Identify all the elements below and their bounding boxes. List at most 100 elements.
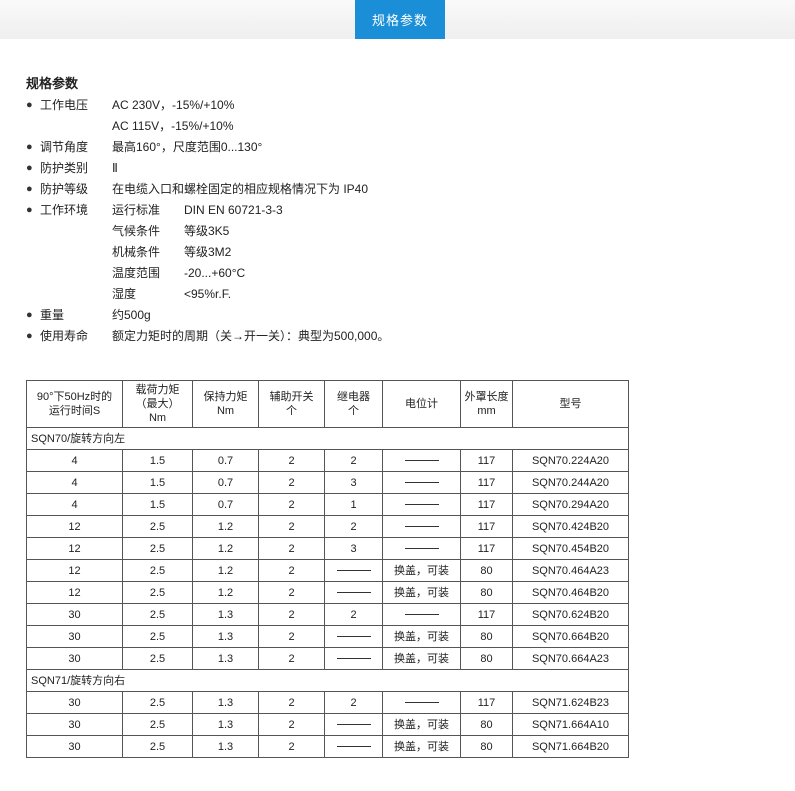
table-cell: SQN70.244A20: [512, 471, 629, 494]
table-row: 30 2.5 1.3 2 换盖，可装 80 SQN71.664A10: [26, 713, 629, 736]
spec-value: 在电缆入口和螺栓固定的相应规格情况下为 IP40: [112, 182, 369, 196]
table-column-header: 型号: [512, 380, 629, 428]
table-cell: [382, 691, 461, 714]
table-cell: 2.5: [122, 603, 193, 626]
table-row: 30 2.5 1.3 2 换盖，可装 80 SQN70.664A23: [26, 647, 629, 670]
table-row: 4 1.5 0.7 2 3 117 SQN70.244A20: [26, 471, 629, 494]
table-cell: SQN70.224A20: [512, 449, 629, 472]
table-cell: 2.5: [122, 691, 193, 714]
table-cell: SQN70.624B20: [512, 603, 629, 626]
spec-row: ●温度范围-20...+60°C: [26, 263, 646, 284]
spec-sublabel: 气候条件: [112, 224, 161, 238]
table-cell: 换盖，可装: [382, 581, 461, 604]
table-cell: 30: [26, 735, 123, 758]
table-cell: SQN70.664B20: [512, 625, 629, 648]
table-column-header: 继电器个: [324, 380, 383, 428]
table-cell: 2: [258, 625, 325, 648]
table-cell: SQN70.454B20: [512, 537, 629, 560]
table-cell: 2.5: [122, 515, 193, 538]
spec-row: ● 工作电压 AC 230V，-15%/+10%: [26, 95, 646, 116]
table-body: SQN70/旋转方向左 4 1.5 0.7 2 2 117 SQN70.224A20 4 1.5 0…: [26, 427, 629, 758]
table-cell: 2.5: [122, 559, 193, 582]
table-cell: 2: [258, 537, 325, 560]
dash-icon: [336, 724, 371, 726]
table-cell: 1.2: [192, 537, 259, 560]
table-cell: 12: [26, 515, 123, 538]
dash-icon: [404, 482, 439, 484]
table-cell: SQN70.464A23: [512, 559, 629, 582]
table-cell: 30: [26, 713, 123, 736]
table-group-title: SQN70/旋转方向左: [26, 427, 629, 450]
bullet-icon: ●: [26, 204, 33, 216]
table-cell: 117: [460, 537, 513, 560]
table-row: 30 2.5 1.3 2 换盖，可装 80 SQN70.664B20: [26, 625, 629, 648]
table-row: 12 2.5 1.2 2 换盖，可装 80 SQN70.464A23: [26, 559, 629, 582]
table-cell: 2: [324, 515, 383, 538]
table-cell: 3: [324, 471, 383, 494]
spec-row: ● 防护等级 在电缆入口和螺栓固定的相应规格情况下为 IP40: [26, 179, 646, 200]
table-cell: 0.7: [192, 493, 259, 516]
table-cell: 1: [324, 493, 383, 516]
table-cell: 2.5: [122, 647, 193, 670]
tab-specifications[interactable]: 规格参数: [355, 0, 445, 39]
spec-label: 防护类别: [40, 161, 89, 175]
specification-table: 90°下50Hz时的 运行时间S 载荷力矩 （最大） Nm 保持力矩 Nm 辅助开关个继电器个…: [26, 380, 629, 758]
table-cell: [324, 559, 383, 582]
table-cell: 30: [26, 691, 123, 714]
table-cell: 2: [258, 471, 325, 494]
table-cell: 1.3: [192, 647, 259, 670]
page-title: 规格参数: [26, 76, 79, 91]
table-cell: 1.2: [192, 559, 259, 582]
table-group-row: SQN71/旋转方向右: [26, 669, 629, 692]
spec-row: ● 调节角度 最高160°，尺度范围0...130°: [26, 137, 646, 158]
dash-icon: [404, 702, 439, 704]
table-cell: 换盖，可装: [382, 713, 461, 736]
table-cell: [324, 735, 383, 758]
table-group-row: SQN70/旋转方向左: [26, 427, 629, 450]
spec-row: ● 防护类别 Ⅱ: [26, 158, 646, 179]
table-cell: [382, 537, 461, 560]
spec-value: AC 230V，-15%/+10%: [112, 98, 235, 112]
table-cell: 0.7: [192, 449, 259, 472]
table-cell: 12: [26, 537, 123, 560]
table-row: 12 2.5 1.2 2 2 117 SQN70.424B20: [26, 515, 629, 538]
bullet-icon: ●: [26, 309, 33, 321]
spec-value: 等级3M2: [184, 245, 232, 259]
table-cell: [324, 713, 383, 736]
dash-icon: [404, 460, 439, 462]
table-cell: 2.5: [122, 713, 193, 736]
table-cell: 80: [460, 647, 513, 670]
bullet-icon: ●: [26, 141, 33, 153]
table-cell: 117: [460, 603, 513, 626]
table-cell: 80: [460, 625, 513, 648]
table-cell: 2.5: [122, 625, 193, 648]
bullet-icon: ●: [26, 183, 33, 195]
spec-value: -20...+60°C: [184, 266, 246, 280]
table-cell: 换盖，可装: [382, 625, 461, 648]
table-cell: 1.5: [122, 471, 193, 494]
table-cell: 1.3: [192, 713, 259, 736]
table-cell: 1.3: [192, 625, 259, 648]
table-cell: SQN70.464B20: [512, 581, 629, 604]
table-column-header: 电位计: [382, 380, 461, 428]
dash-icon: [336, 658, 371, 660]
spec-label: 调节角度: [40, 140, 89, 154]
table-cell: 2: [258, 691, 325, 714]
spec-label: 重量: [40, 308, 65, 322]
table-cell: 换盖，可装: [382, 559, 461, 582]
spec-value: 额定力矩时的周期（关→开一关）：典型为500,000。: [112, 329, 390, 343]
table-row: 4 1.5 0.7 2 2 117 SQN70.224A20: [26, 449, 629, 472]
table-cell: 117: [460, 471, 513, 494]
spec-sublabel: 温度范围: [112, 266, 161, 280]
dash-icon: [404, 526, 439, 528]
spec-value: 最高160°，尺度范围0...130°: [112, 140, 263, 154]
table-cell: SQN71.664B20: [512, 735, 629, 758]
table-cell: 换盖，可装: [382, 647, 461, 670]
table-cell: 12: [26, 559, 123, 582]
spec-label: 工作电压: [40, 98, 89, 112]
dash-icon: [336, 592, 371, 594]
spec-label: 工作环境: [40, 203, 89, 217]
table-cell: SQN71.624B23: [512, 691, 629, 714]
table-cell: [324, 625, 383, 648]
